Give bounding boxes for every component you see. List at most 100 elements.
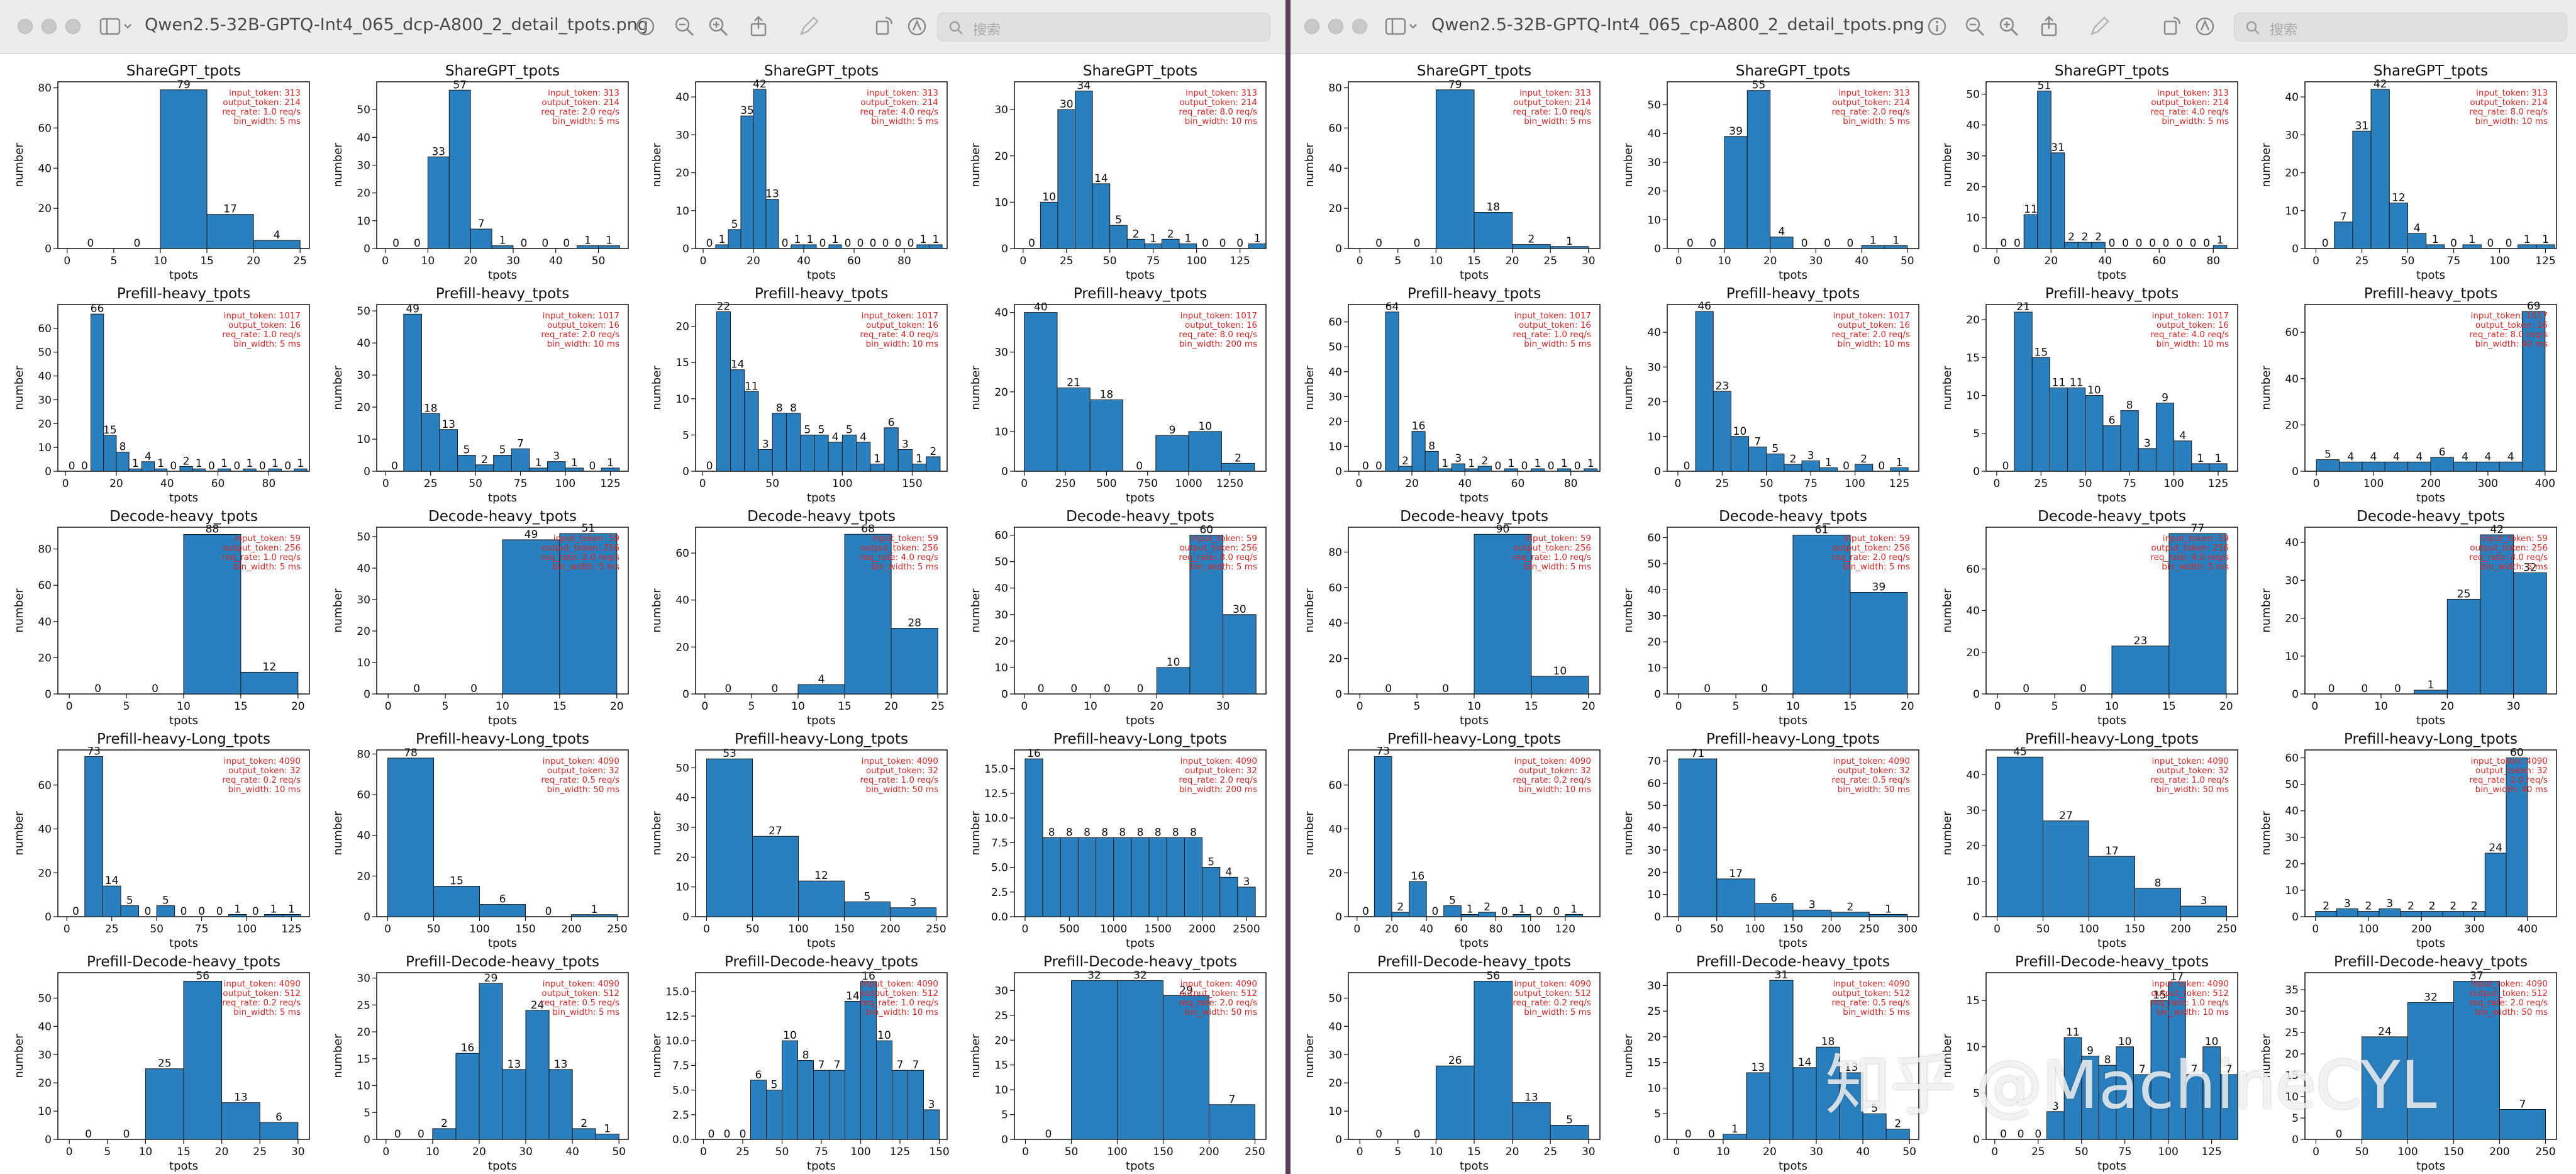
x-tick-label: 10 xyxy=(1786,700,1800,713)
search-field[interactable]: 搜索 xyxy=(2234,13,2567,42)
share-icon[interactable] xyxy=(2038,15,2060,38)
bar-count-label: 1 xyxy=(832,233,839,246)
search-field[interactable]: 搜索 xyxy=(937,13,1270,42)
y-tick-label: 20 xyxy=(1966,647,1980,659)
x-tick-label: 20 xyxy=(1901,700,1914,713)
share-icon[interactable] xyxy=(747,15,770,38)
bar-count-label: 1 xyxy=(1870,234,1877,247)
histogram-bar xyxy=(706,758,753,917)
bar-count-label: 5 xyxy=(1115,214,1122,226)
y-tick-label: 12.5 xyxy=(665,1010,689,1023)
y-tick-label: 40 xyxy=(1328,162,1342,175)
x-tick-label: 80 xyxy=(2206,255,2220,267)
histogram-bar xyxy=(1155,435,1189,472)
close-icon[interactable] xyxy=(18,19,33,34)
rotate-icon[interactable] xyxy=(873,15,896,38)
x-axis-label: tpots xyxy=(807,937,836,950)
y-tick-label: 5 xyxy=(1973,1087,1980,1100)
x-tick-label: 15 xyxy=(2162,700,2176,713)
chart-title: ShareGPT_tpots xyxy=(1083,63,1197,79)
x-tick-label: 20 xyxy=(884,700,898,713)
y-tick-label: 10 xyxy=(1966,390,1980,403)
bar-count-label: 28 xyxy=(908,617,921,629)
bar-count-label: 32 xyxy=(2523,561,2537,574)
bar-count-label: 42 xyxy=(2373,78,2387,91)
x-tick-label: 25 xyxy=(1716,478,1729,490)
zoom-out-icon[interactable] xyxy=(673,15,696,38)
minimize-icon[interactable] xyxy=(1328,19,1343,34)
x-axis-label: tpots xyxy=(169,491,198,505)
x-tick-label: 20 xyxy=(2219,700,2233,713)
sidebar-icon[interactable] xyxy=(1385,16,1418,36)
histogram-bar xyxy=(2407,233,2427,249)
bar-count-label: 18 xyxy=(1821,1036,1835,1048)
x-tick-label: 10 xyxy=(421,255,435,267)
zoom-in-icon[interactable] xyxy=(707,15,730,38)
bar-count-label: 0 xyxy=(1843,460,1850,472)
annotation-text: input_token: 313 xyxy=(1838,88,1910,98)
annotation-text: output_token: 256 xyxy=(223,543,301,553)
info-icon[interactable] xyxy=(634,15,657,38)
markup-icon[interactable] xyxy=(797,15,820,38)
close-icon[interactable] xyxy=(1304,19,1319,34)
bar-count-label: 78 xyxy=(404,747,418,759)
bar-count-label: 0 xyxy=(845,237,852,250)
annotation-text: bin_width: 10 ms xyxy=(866,339,938,349)
bar-count-label: 7 xyxy=(897,1059,904,1071)
minimize-icon[interactable] xyxy=(42,19,57,34)
markup-icon[interactable] xyxy=(2088,15,2111,38)
annotation-text: bin_width: 10 ms xyxy=(547,339,619,349)
x-tick-label: 40 xyxy=(1419,923,1433,936)
rotate-icon[interactable] xyxy=(2161,15,2184,38)
bar-count-label: 1 xyxy=(1254,233,1261,245)
annotation-text: input_token: 59 xyxy=(2163,534,2229,544)
bar-count-label: 1 xyxy=(606,235,613,247)
y-axis-label: number xyxy=(1941,1034,1954,1078)
bar-count-label: 14 xyxy=(731,359,745,371)
bar-count-label: 69 xyxy=(2527,300,2541,313)
annotation-text: bin_width: 10 ms xyxy=(1519,785,1591,795)
bar-count-label: 42 xyxy=(2490,523,2504,536)
bar-count-label: 60 xyxy=(1199,524,1213,537)
x-tick-label: 400 xyxy=(2535,478,2555,490)
x-tick-label: 50 xyxy=(1710,923,1724,936)
y-tick-label: 50 xyxy=(357,104,370,116)
y-tick-label: 15.0 xyxy=(665,986,689,998)
histogram-bar xyxy=(221,1102,260,1140)
x-tick-label: 20 xyxy=(215,1146,229,1158)
annotation-text: input_token: 4090 xyxy=(1833,979,1910,989)
y-tick-label: 30 xyxy=(38,1049,52,1061)
bar-count-label: 1 xyxy=(1468,457,1475,470)
sidebar-icon[interactable] xyxy=(99,16,132,36)
bar-count-label: 1 xyxy=(535,457,542,469)
annotate-icon[interactable] xyxy=(2194,15,2216,38)
y-tick-label: 7.5 xyxy=(672,1059,689,1072)
annotation-text: bin_width: 5 ms xyxy=(2480,562,2548,572)
zoom-in-icon[interactable] xyxy=(1997,15,2020,38)
x-tick-label: 15 xyxy=(1524,700,1538,713)
annotate-icon[interactable] xyxy=(906,15,928,38)
bar-count-label: 0 xyxy=(1104,683,1111,695)
histogram-bar xyxy=(803,244,817,249)
x-tick-label: 50 xyxy=(1902,1146,1916,1158)
bar-count-label: 6 xyxy=(1770,892,1777,905)
annotation-text: bin_width: 200 ms xyxy=(1179,339,1257,349)
x-tick-label: 100 xyxy=(2363,478,2384,490)
y-tick-label: 40 xyxy=(357,337,370,350)
info-icon[interactable] xyxy=(1926,15,1948,38)
x-tick-label: 0 xyxy=(703,923,710,936)
bar-count-label: 2 xyxy=(1133,228,1140,240)
zoom-icon[interactable] xyxy=(65,19,80,34)
y-tick-label: 30 xyxy=(994,104,1008,116)
zoom-icon[interactable] xyxy=(1352,19,1367,34)
x-tick-label: 0 xyxy=(1021,478,1028,490)
x-tick-label: 150 xyxy=(902,478,922,490)
x-tick-label: 10 xyxy=(2105,700,2119,713)
zoom-out-icon[interactable] xyxy=(1963,15,1986,38)
